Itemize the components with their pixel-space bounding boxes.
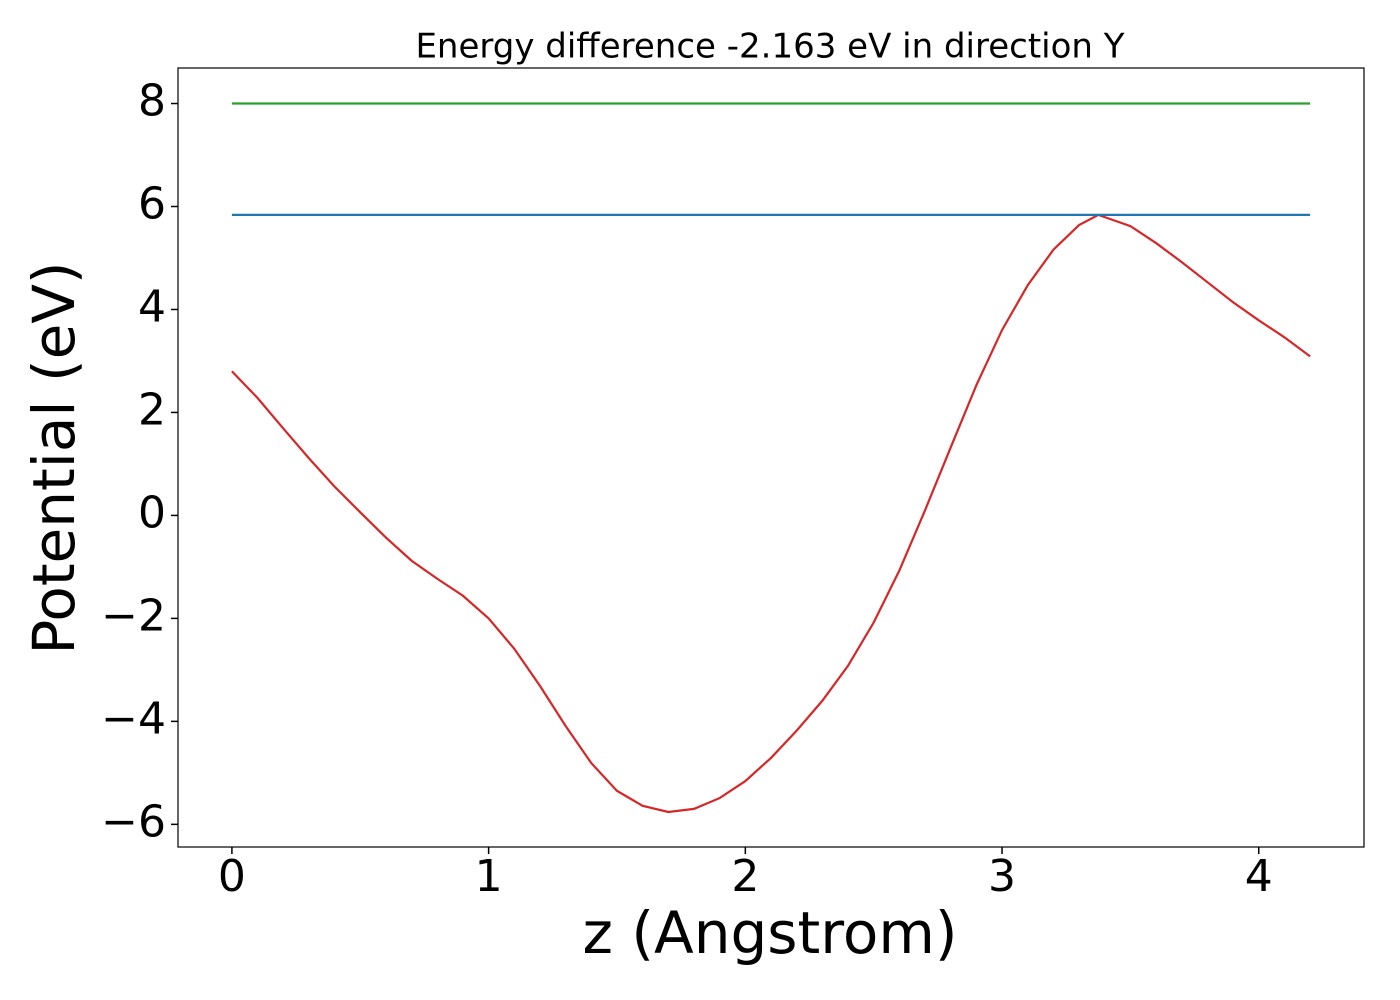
x-tick-label: 0 bbox=[218, 851, 246, 902]
plot-frame bbox=[177, 67, 1365, 848]
chart-title: Energy difference -2.163 eV in direction… bbox=[415, 27, 1124, 67]
y-tick-label: 0 bbox=[138, 487, 166, 538]
x-tick-label: 1 bbox=[475, 851, 503, 902]
x-tick-label: 4 bbox=[1245, 851, 1273, 902]
y-axis-label: Potential (eV) bbox=[20, 261, 88, 654]
y-tick-label: 2 bbox=[138, 384, 166, 435]
y-tick-label: 6 bbox=[138, 179, 166, 230]
y-tick-label: −6 bbox=[101, 796, 166, 847]
y-tick-label: 4 bbox=[138, 281, 166, 332]
x-tick-label: 2 bbox=[731, 851, 759, 902]
x-axis-label: z (Angstrom) bbox=[583, 899, 958, 967]
line-series bbox=[231, 213, 1311, 814]
x-tick-label: 3 bbox=[988, 851, 1016, 902]
y-tick-label: −4 bbox=[101, 693, 166, 744]
y-tick-label: 8 bbox=[138, 76, 166, 127]
y-tick-label: −2 bbox=[101, 590, 166, 641]
